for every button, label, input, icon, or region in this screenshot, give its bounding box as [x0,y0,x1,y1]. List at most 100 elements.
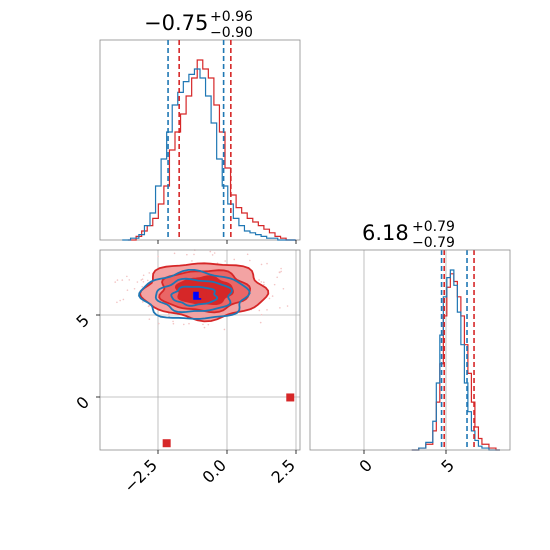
panel-2-xtick-label: 0 [355,456,376,477]
sample-point [266,309,268,311]
sample-point [282,287,285,290]
panel-2-frame [309,249,511,451]
point-marker [193,291,202,300]
sample-point [260,313,263,316]
panel-2-title-value: 6.18 [362,221,409,245]
panel-1-title-upper: +0.96 [210,9,253,25]
panel-2-quantile-lines [440,250,475,450]
sample-point [260,281,263,283]
sample-point [148,272,151,274]
sample-point [146,279,149,282]
sample-point [116,279,119,281]
sample-point [157,255,159,258]
sample-point [188,322,190,325]
sample-point [279,307,281,309]
joint-ytick-label: 0 [72,393,93,414]
sample-point [141,285,143,288]
panel-1-title-value: −0.75 [144,11,208,35]
sample-point [140,279,143,281]
panel-2-title-lower: −0.79 [412,235,455,251]
panel-joint: −2.5 0.0 2.5 5 0 [72,249,301,497]
sample-point [280,270,282,273]
joint-ytick-label: 5 [72,311,93,332]
sample-point [268,297,271,300]
blue-contour-level [138,269,251,320]
sample-point [126,275,128,278]
sample-point [246,253,249,256]
sample-point [186,253,188,256]
panel-2-histograms [411,269,500,451]
sample-point [223,328,226,331]
sample-point [191,260,193,262]
panel-2-title: 6.18 +0.79 −0.79 [362,219,455,251]
sample-point [141,301,144,303]
sample-point [273,283,276,286]
sample-point [128,279,131,281]
panel-2-title-upper: +0.79 [412,219,455,235]
blue-contour-level [154,277,234,314]
point-marker [162,439,171,448]
sample-point [182,323,185,326]
sample-point [280,267,282,270]
sample-point [193,253,195,256]
sample-point [133,287,136,290]
sample-point [142,280,145,283]
panel-1-histograms [122,59,296,241]
sample-point [122,298,125,301]
sample-point [141,278,144,280]
histogram-series-blue [411,269,500,451]
sample-point [172,322,175,325]
sample-point [126,289,129,291]
panel-1-title: −0.75 +0.96 −0.90 [144,9,253,41]
sample-point [271,295,274,297]
sample-point [263,281,265,284]
sample-point [276,276,278,279]
sample-point [114,281,117,283]
joint-xtick-label: 0.0 [199,456,230,487]
sample-point [258,279,260,281]
sample-point [172,320,174,323]
sample-point [224,260,226,262]
joint-xtick-label: −2.5 [120,456,161,497]
sample-point [147,305,150,308]
sample-point [157,322,160,325]
sample-point [266,262,268,265]
sample-point [203,326,206,329]
point-marker [286,393,295,402]
sample-point [286,305,289,307]
joint-markers [162,290,295,448]
histogram-series-red [411,273,500,451]
panel-joint-frame [99,249,301,451]
sample-point [260,263,263,266]
sample-point [213,252,216,254]
sample-point [279,271,281,274]
panel-1-quantile-lines [167,40,232,240]
sample-point [142,274,145,277]
joint-xtick-label: 2.5 [268,456,299,487]
panel-marginal-2: 0 5 [309,249,511,477]
sample-point [207,323,210,326]
sample-point [121,279,124,281]
panel-1-frame [99,39,301,241]
blue-contour-level [170,285,219,307]
sample-point [211,254,214,256]
sample-point [259,321,262,324]
point-marker [198,290,207,299]
sample-point [136,281,139,283]
sample-point [119,299,121,302]
sample-point [209,250,212,253]
sample-point [173,252,176,255]
panel-1-title-lower: −0.90 [210,25,253,41]
panel-joint-grid [100,250,300,450]
histogram-series-red [127,59,296,241]
sample-point [258,309,261,312]
sample-point [249,259,251,262]
sample-point [148,318,151,320]
sample-point [263,283,265,286]
sample-point [202,323,204,326]
panel-marginal-1 [99,39,301,244]
panel-2-xtick-label: 5 [437,456,458,477]
sample-point [116,301,118,304]
histogram-series-blue [122,68,296,241]
